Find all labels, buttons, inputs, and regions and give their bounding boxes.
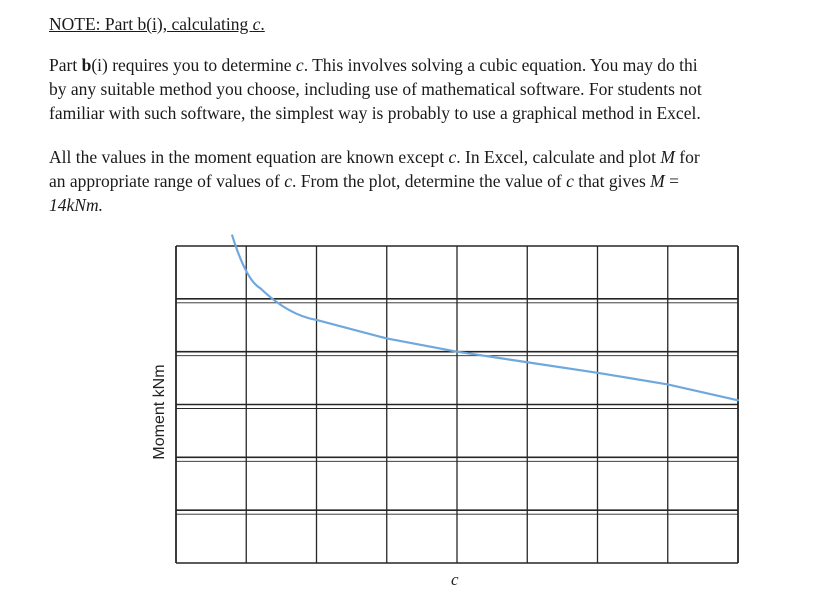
paragraph-line: All the values in the moment equation ar…: [49, 147, 700, 167]
paragraph-line: an appropriate range of values of c. Fro…: [49, 171, 679, 191]
excel-method-paragraph: All the values in the moment equation ar…: [49, 145, 827, 217]
moment-curve: [231, 234, 740, 402]
chart-grid: [175, 245, 739, 564]
paragraph-line: by any suitable method you choose, inclu…: [49, 79, 702, 99]
chart-curve-layer: [231, 234, 740, 402]
instructions-paragraph: Part b(i) requires you to determine c. T…: [49, 53, 827, 125]
paragraph-line: familiar with such software, the simples…: [49, 103, 701, 123]
x-axis-label: c: [451, 570, 459, 589]
note-title: NOTE: Part b(i), calculating c.: [49, 14, 265, 34]
y-axis-label: Moment kNm: [151, 364, 168, 460]
paragraph-line: Part b(i) requires you to determine c. T…: [49, 55, 698, 75]
paragraph-line: 14kNm.: [49, 195, 103, 215]
